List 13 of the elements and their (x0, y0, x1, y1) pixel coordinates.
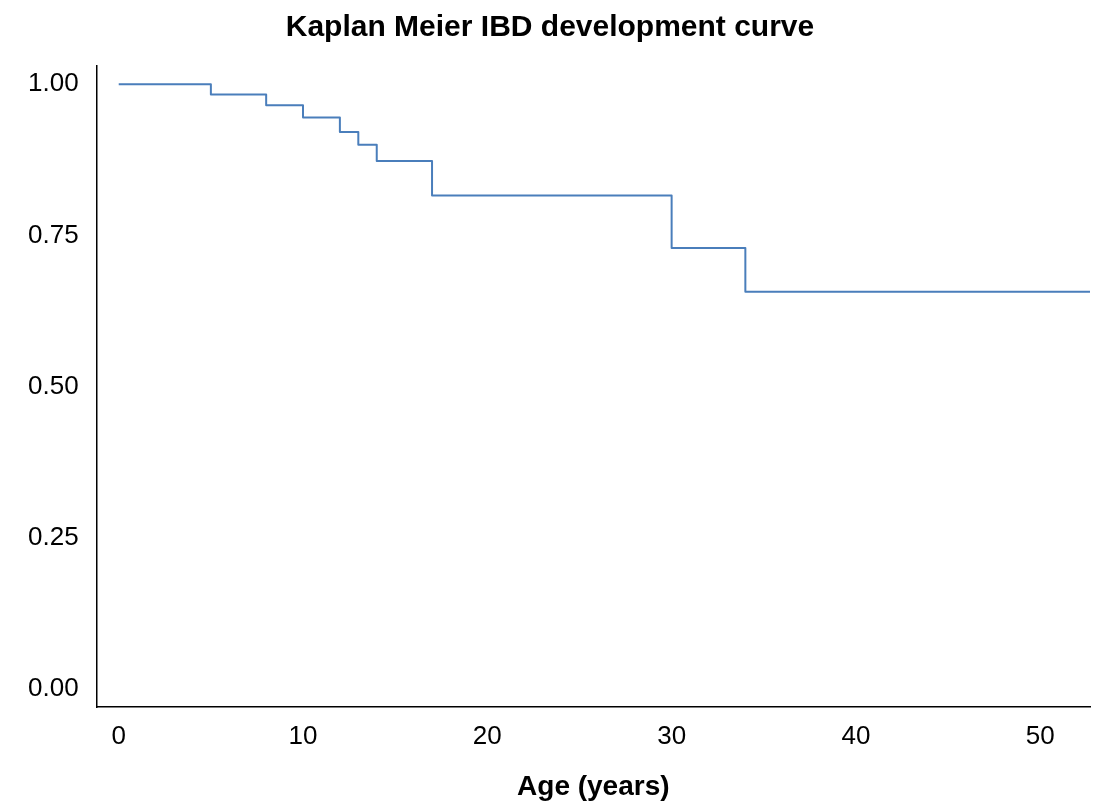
y-tick-label: 0.75 (27, 218, 79, 249)
y-tick-label: 0.00 (27, 672, 79, 703)
x-axis-title: Age (years) (517, 769, 670, 801)
x-tick-label: 30 (657, 719, 687, 750)
chart-title: Kaplan Meier IBD development curve (285, 9, 815, 43)
x-tick-label: 20 (472, 719, 502, 750)
x-tick-label: 40 (841, 719, 871, 750)
y-tick-label: 0.50 (27, 369, 79, 400)
y-tick-label: 1.00 (27, 67, 79, 98)
y-tick-label: 0.25 (27, 521, 79, 551)
x-tick-label: 0 (111, 719, 126, 750)
x-tick-label: 10 (288, 719, 318, 750)
x-tick-label: 50 (1025, 719, 1055, 750)
